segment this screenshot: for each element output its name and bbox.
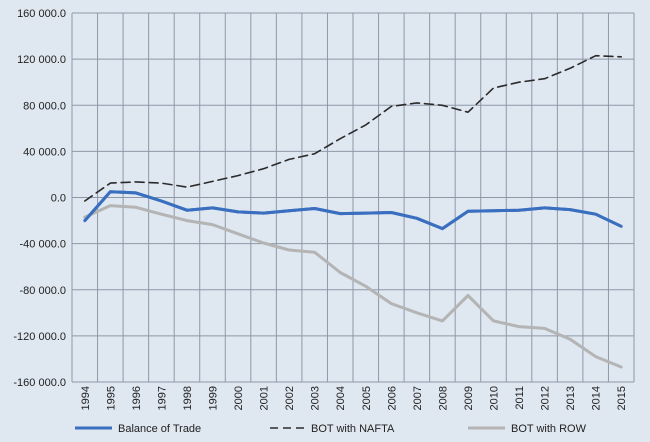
series-line-bot-with-nafta bbox=[84, 54, 623, 202]
x-tick-label: 2015 bbox=[616, 386, 628, 410]
x-tick-label: 2009 bbox=[463, 386, 475, 410]
x-tick-label: 2003 bbox=[310, 386, 322, 410]
x-tick-label: 2004 bbox=[335, 386, 347, 410]
y-tick-label: -120 000.0 bbox=[13, 331, 66, 343]
series-line-balance-of-trade-overlay bbox=[83, 190, 622, 231]
x-tick-label: 1996 bbox=[131, 386, 143, 410]
x-tick-label: 1997 bbox=[156, 386, 168, 410]
x-tick-label: 1998 bbox=[182, 386, 194, 410]
y-tick-label: 0.0 bbox=[51, 193, 66, 205]
x-tick-label: 2012 bbox=[540, 386, 552, 410]
x-tick-label: 2005 bbox=[361, 386, 373, 410]
y-tick-label: 40 000.0 bbox=[23, 146, 66, 158]
grid bbox=[71, 12, 635, 383]
x-tick-label: 2008 bbox=[437, 386, 449, 410]
x-tick-label: 2013 bbox=[565, 386, 577, 410]
x-tick-label: 1999 bbox=[208, 386, 220, 410]
legend-label: Balance of Trade bbox=[118, 423, 201, 435]
y-axis-tick-labels: 160 000.0 120 000.0 80 000.0 40 000.0 0.0 -40… bbox=[13, 8, 66, 389]
x-tick-label: 2006 bbox=[386, 386, 398, 410]
y-tick-label: -80 000.0 bbox=[20, 285, 66, 297]
series-line-bot-with-row bbox=[83, 204, 623, 369]
x-tick-label: 1995 bbox=[105, 386, 117, 410]
y-tick-label: 160 000.0 bbox=[17, 8, 66, 20]
legend-label: BOT with ROW bbox=[511, 423, 587, 435]
y-tick-label: -160 000.0 bbox=[13, 377, 66, 389]
x-tick-label: 2014 bbox=[591, 386, 603, 410]
x-tick-label: 2002 bbox=[284, 386, 296, 410]
x-tick-label: 2011 bbox=[514, 386, 526, 410]
y-tick-label: 120 000.0 bbox=[17, 54, 66, 66]
x-tick-label: 2000 bbox=[233, 386, 245, 410]
x-tick-label: 2007 bbox=[412, 386, 424, 410]
x-tick-label: 2010 bbox=[489, 386, 501, 410]
legend: Balance of Trade BOT with NAFTA BOT with R… bbox=[75, 423, 587, 435]
series-lines bbox=[83, 54, 623, 369]
x-tick-label: 1994 bbox=[80, 386, 92, 410]
x-axis-tick-labels: 1994 1995 1996 1997 1998 1999 2000 2001 2002 2003… bbox=[80, 386, 628, 410]
y-tick-label: -40 000.0 bbox=[20, 239, 66, 251]
legend-label: BOT with NAFTA bbox=[311, 423, 395, 435]
y-tick-label: 80 000.0 bbox=[23, 100, 66, 112]
x-tick-label: 2001 bbox=[259, 386, 271, 410]
